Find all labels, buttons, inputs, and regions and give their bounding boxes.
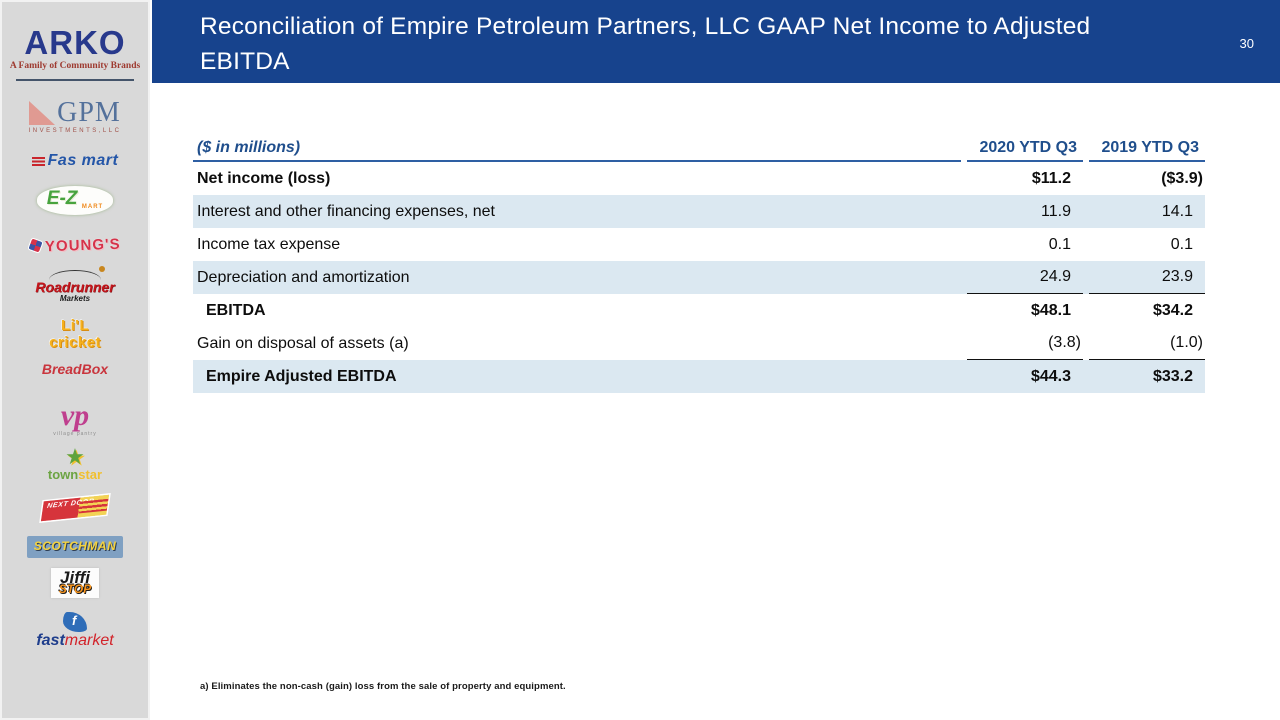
- arko-divider: [16, 78, 134, 81]
- value-2019: $33.2: [1152, 367, 1193, 385]
- gpm-triangle-icon: [29, 100, 56, 125]
- units-label: ($ in millions): [193, 138, 961, 162]
- fast-market-wordmark-market: market: [64, 632, 114, 649]
- fast-market-wordmark-fast: fast: [36, 632, 65, 649]
- value-2020: $48.1: [1030, 301, 1071, 319]
- lil-cricket-wordmark-line2: cricket: [49, 333, 101, 351]
- row-label: Interest and other financing expenses, n…: [197, 202, 495, 220]
- youngs-logo: YOUNG'S: [2, 235, 148, 256]
- arko-logo: ARKO A Family of Community Brands: [2, 24, 148, 81]
- youngs-wordmark: YOUNG'S: [44, 235, 122, 256]
- brand-sidebar: ARKO A Family of Community Brands GPM IN…: [0, 0, 150, 720]
- village-pantry-logo: vp village pantry: [2, 400, 148, 437]
- fast-market-logo: f fastmarket: [2, 612, 148, 650]
- roadrunner-logo: Roadrunner Markets: [2, 266, 148, 303]
- value-2019: 0.1: [1170, 235, 1193, 253]
- row-label: Net income (loss): [197, 169, 331, 187]
- table-row: EBITDA $48.1 $34.2: [193, 294, 1205, 327]
- ez-mart-logo: E-Z MART: [2, 186, 148, 216]
- townstar-logo: ★ townstar: [2, 444, 148, 484]
- row-label: Depreciation and amortization: [197, 268, 410, 286]
- fas-mart-stripes-icon: [31, 156, 45, 166]
- roadrunner-subtext: Markets: [59, 293, 91, 303]
- row-label: Income tax expense: [197, 235, 341, 253]
- village-pantry-subtext: village pantry: [53, 430, 97, 437]
- reconciliation-table: ($ in millions) 2020 YTD Q3 2019 YTD Q3 …: [193, 138, 1205, 393]
- lil-cricket-wordmark-line1: Li'L: [60, 317, 90, 334]
- roadrunner-bird-icon: [49, 266, 105, 280]
- table-header-row: ($ in millions) 2020 YTD Q3 2019 YTD Q3: [193, 138, 1205, 162]
- ez-mart-subtext: MART: [81, 204, 104, 211]
- value-2020: $44.3: [1030, 367, 1071, 385]
- next-door-store-logo: NEXT DOOR: [2, 494, 148, 523]
- scotchman-logo: SCOTCHMAN: [2, 536, 148, 558]
- page-number: 30: [1239, 36, 1254, 51]
- value-2020: 0.1: [1048, 235, 1071, 253]
- value-2019: ($3.9): [1161, 169, 1203, 187]
- value-2020: (3.8): [967, 327, 1083, 360]
- roadrunner-wordmark: Roadrunner: [35, 279, 115, 295]
- table-row: Income tax expense 0.1 0.1: [193, 228, 1205, 261]
- value-2019: $34.2: [1152, 301, 1193, 319]
- row-label: Empire Adjusted EBITDA: [206, 367, 397, 385]
- jiffi-stop-logo: Jiffi STOP: [2, 568, 148, 599]
- fast-market-bird-letter: f: [72, 613, 77, 628]
- row-label: EBITDA: [206, 301, 266, 319]
- arko-wordmark: ARKO: [24, 24, 126, 61]
- next-door-flag-icon: NEXT DOOR: [40, 494, 110, 522]
- row-label: Gain on disposal of assets (a): [197, 334, 409, 352]
- scotchman-wordmark: SCOTCHMAN: [33, 539, 117, 553]
- breadbox-logo: BreadBox: [2, 362, 148, 377]
- value-2019: 14.1: [1161, 202, 1193, 220]
- youngs-pinwheel-icon: [27, 237, 45, 255]
- fas-mart-logo: Fas mart: [2, 152, 148, 170]
- next-door-wordmark: NEXT DOOR: [46, 498, 95, 510]
- gpm-subtext: INVESTMENTS,LLC: [28, 128, 122, 135]
- breadbox-wordmark: BreadBox: [41, 361, 109, 377]
- townstar-wordmark-town: town: [47, 466, 79, 482]
- ez-mart-wordmark: E-Z: [46, 188, 78, 209]
- column-header-2020: 2020 YTD Q3: [967, 138, 1083, 162]
- value-2019: 23.9: [1089, 261, 1205, 294]
- value-2019: (1.0): [1089, 327, 1205, 360]
- gpm-wordmark: GPM: [57, 97, 121, 128]
- townstar-star-icon: ★: [65, 444, 85, 469]
- gpm-logo: GPM INVESTMENTS,LLC: [2, 98, 148, 135]
- slide-title: Reconciliation of Empire Petroleum Partn…: [200, 13, 1091, 75]
- table-row: Gain on disposal of assets (a) (3.8) (1.…: [193, 327, 1205, 360]
- townstar-wordmark-star: star: [78, 466, 103, 482]
- slide-header: Reconciliation of Empire Petroleum Partn…: [152, 0, 1280, 83]
- jiffi-stop-wordmark-line1: Jiffi: [60, 568, 90, 587]
- value-2020: 24.9: [967, 261, 1083, 294]
- value-2020: $11.2: [1031, 169, 1071, 187]
- table-row: Empire Adjusted EBITDA $44.3 $33.2: [193, 360, 1205, 393]
- table-row: Depreciation and amortization 24.9 23.9: [193, 261, 1205, 294]
- table-row: Net income (loss) $11.2 ($3.9): [193, 162, 1205, 195]
- fast-market-bird-icon: f: [63, 612, 87, 632]
- footnote: a) Eliminates the non-cash (gain) loss f…: [200, 681, 566, 692]
- jiffi-stop-wordmark-line2: STOP: [58, 582, 92, 597]
- arko-tagline: A Family of Community Brands: [9, 60, 141, 71]
- village-pantry-monogram: vp: [60, 399, 90, 432]
- fas-mart-wordmark: Fas mart: [47, 152, 119, 169]
- table-row: Interest and other financing expenses, n…: [193, 195, 1205, 228]
- lil-cricket-logo: Li'L cricket: [2, 318, 148, 351]
- column-header-2019: 2019 YTD Q3: [1089, 138, 1205, 162]
- value-2020: 11.9: [1041, 202, 1071, 220]
